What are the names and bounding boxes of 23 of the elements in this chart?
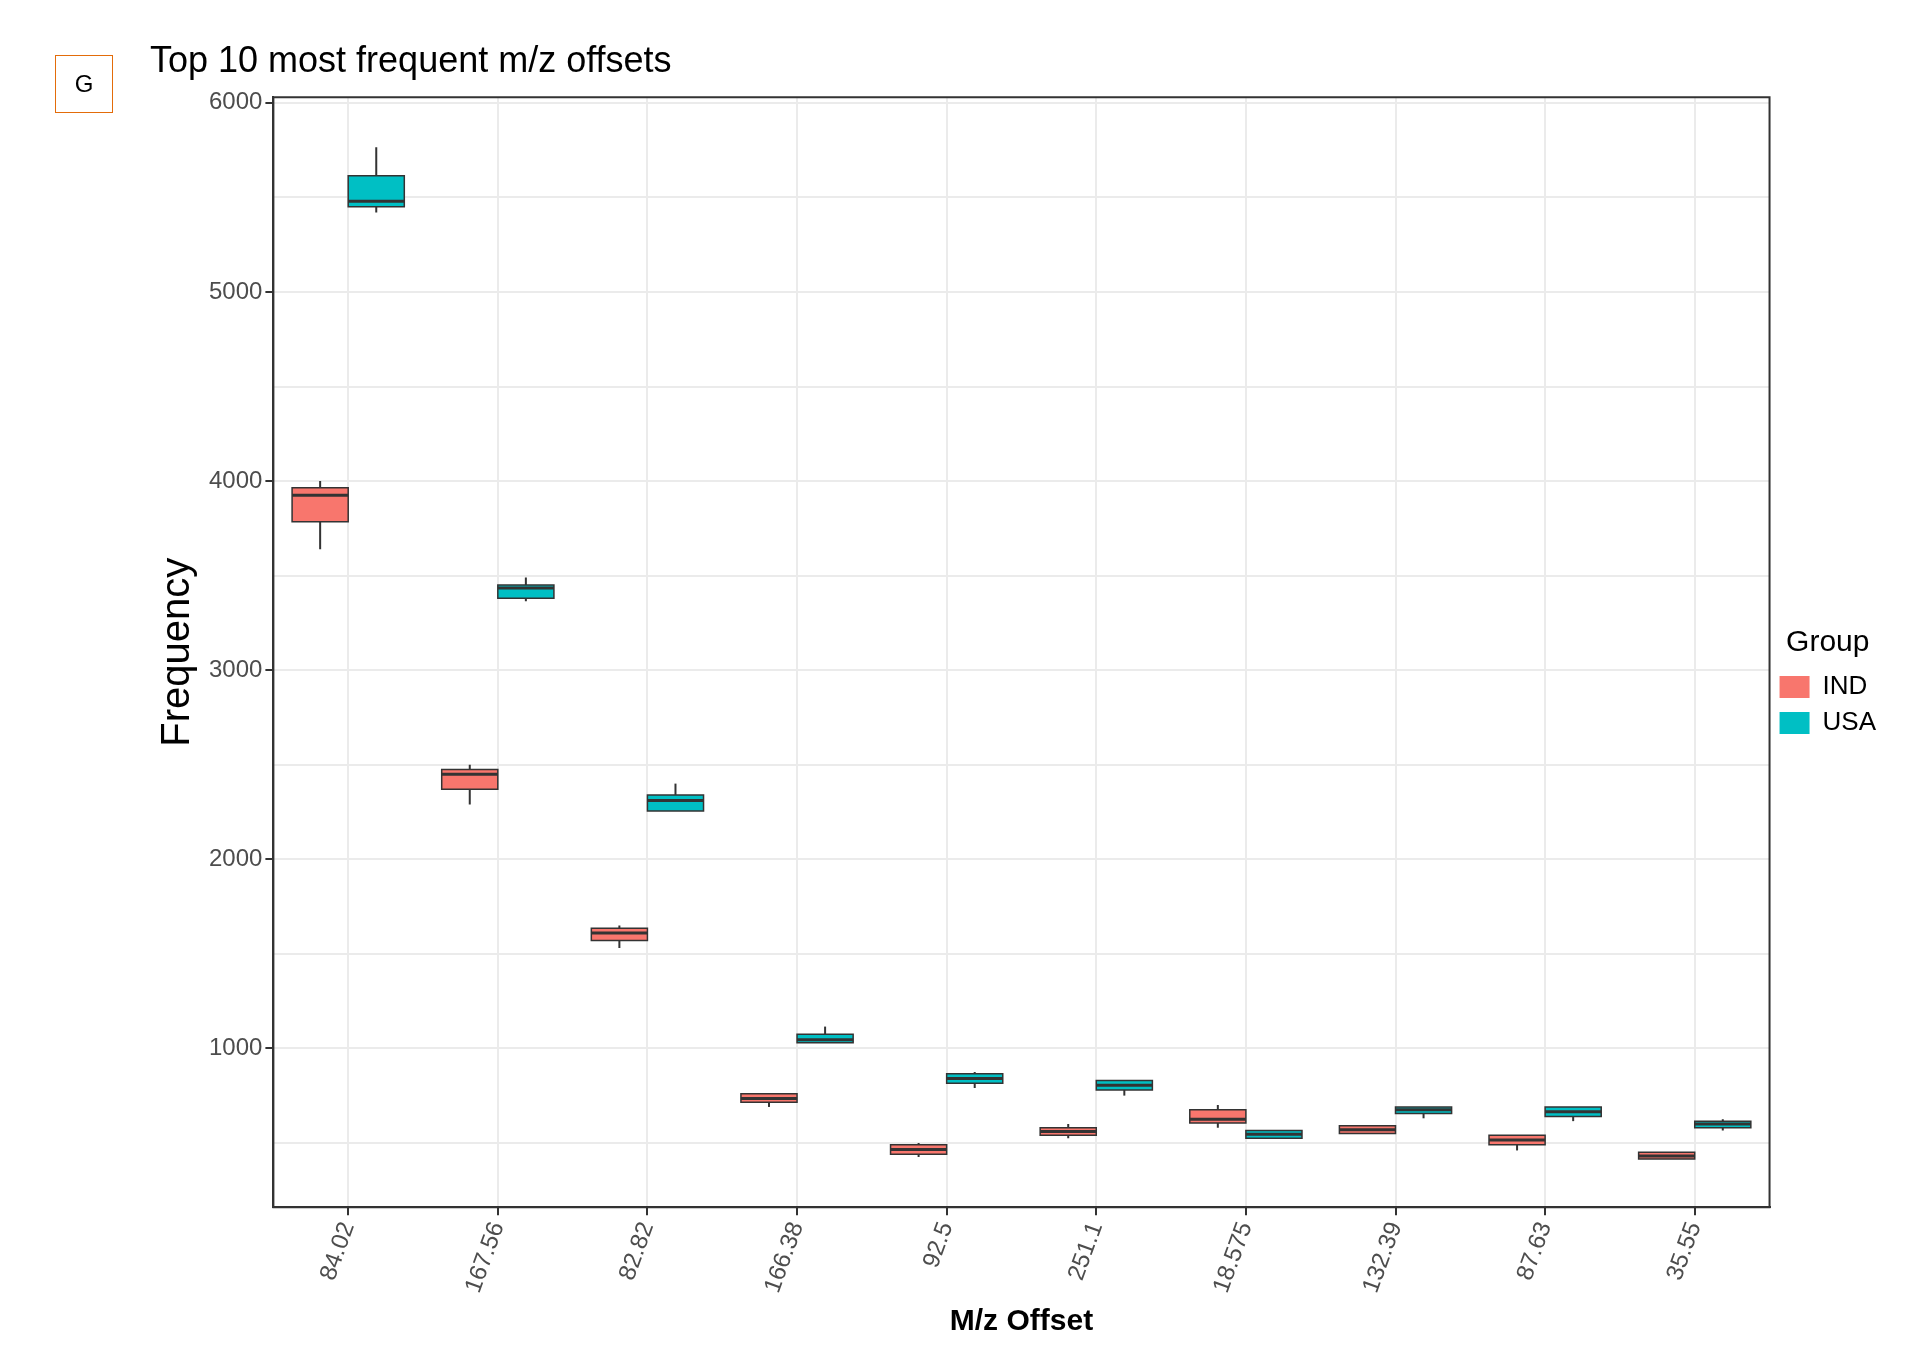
y-axis-title: Frequency [153,557,198,747]
y-tick-label: 1000 [209,1032,263,1060]
x-tick-label: 132.39 [1355,1217,1407,1297]
x-tick-label: 87.63 [1510,1217,1557,1284]
x-tick-label: 35.55 [1659,1217,1706,1284]
x-tick-label: 167.56 [458,1217,509,1297]
x-axis-title: M/z Offset [949,1303,1094,1337]
y-tick-label: 4000 [209,465,263,493]
y-tick-label: 5000 [209,276,263,304]
x-tick-label: 18.575 [1206,1217,1257,1297]
legend-title: Group [1786,624,1870,658]
text: G [55,55,113,113]
y-tick-label: 6000 [209,87,263,115]
x-tick-label: 92.5 [916,1217,958,1271]
y-tick-label: 2000 [209,843,263,871]
x-tick-label: 82.82 [612,1217,659,1284]
legend-label: IND [1822,670,1868,701]
legend-label: USA [1822,706,1877,737]
x-tick-label: 84.02 [313,1217,360,1284]
y-tick-label: 3000 [209,654,263,682]
x-tick-label: 251.1 [1061,1217,1108,1284]
chart-title: Top 10 most frequent m/z offsets [150,38,672,80]
x-tick-label: 166.38 [757,1217,808,1297]
